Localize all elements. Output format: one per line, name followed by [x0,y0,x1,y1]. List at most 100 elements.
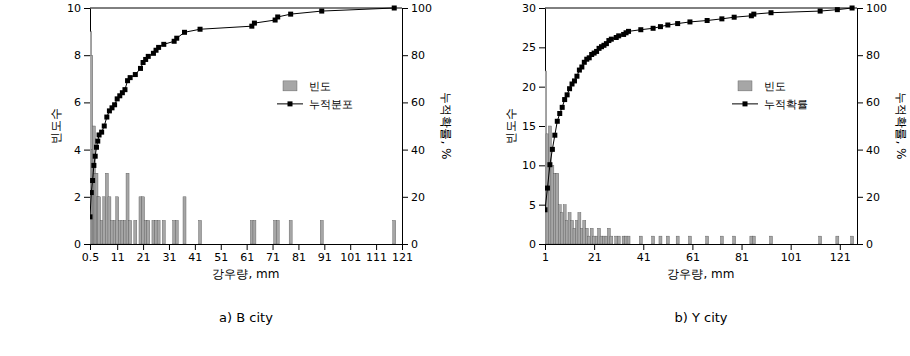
tick-mark [84,197,90,198]
tick: 81 [735,244,749,264]
tick: 15 [522,120,545,133]
tick-mark [594,244,595,250]
marker [93,154,98,159]
marker [112,102,117,107]
marker [560,105,565,110]
bar [752,236,755,244]
axis-line [402,9,403,245]
marker [128,75,133,80]
tick-label: 0 [529,238,536,251]
marker [574,74,579,79]
marker [579,65,584,70]
tick-label: 20 [411,191,425,204]
tick-mark [402,197,408,198]
marker [102,124,107,129]
tick: 121 [392,244,413,264]
tick: 10 [522,159,545,172]
bar [733,236,736,244]
tick-label: 101 [340,251,361,264]
marker [545,207,548,212]
marker [99,130,104,135]
tick-label: 40 [411,144,425,157]
tick-mark [539,87,545,88]
tick-mark [84,102,90,103]
marker [90,214,93,219]
tick-mark [298,244,299,250]
marker [675,21,680,26]
marker [252,21,257,26]
tick-mark [402,8,408,9]
tick-label: 101 [781,251,802,264]
tick: 0 [74,238,90,251]
tick-label: 40 [866,144,880,157]
tick: 0 [857,238,873,251]
tick-label: 60 [866,96,880,109]
bar [320,220,323,244]
axis-line [546,244,858,245]
tick: 101 [781,244,802,264]
tick: 10 [67,2,90,15]
tick-label: 81 [735,251,749,264]
tick-label: 5 [529,199,536,212]
tick-label: 100 [866,2,887,15]
tick: 61 [240,244,254,264]
tick: 41 [188,244,202,264]
tick-mark [221,244,222,250]
tick: 40 [402,144,425,157]
marker [565,92,570,97]
tick: 0 [402,238,418,251]
tick: 5 [529,199,545,212]
tick: 0 [529,238,545,251]
tick-label: 10 [67,2,81,15]
marker [275,14,280,19]
tick-mark [84,55,90,56]
tick-label: 20 [866,191,880,204]
tick: 4 [74,144,90,157]
y2-axis: 020406080100 [402,2,432,251]
tick-mark [857,55,863,56]
tick: 91 [318,244,332,264]
tick: 1 [542,244,549,264]
tick: 61 [686,244,700,264]
tick: 20 [522,81,545,94]
tick-mark [643,244,644,250]
marker [94,145,99,150]
marker [665,22,670,27]
tick: 100 [402,2,432,15]
tick-label: 60 [411,96,425,109]
marker [616,33,621,38]
tick-mark [84,150,90,151]
tick: 80 [857,49,880,62]
marker [133,72,138,77]
x-axis: 121416181101121 [542,244,858,264]
tick-mark [402,55,408,56]
marker [138,66,143,71]
tick-mark [117,244,118,250]
bar [836,236,839,244]
marker [562,97,567,102]
axis-line [91,244,403,245]
marker [288,12,293,17]
tick-mark [539,8,545,9]
plot-frame [90,8,402,9]
bar [652,236,655,244]
bar [706,236,709,244]
bar [175,220,178,244]
tick-label: 81 [292,251,306,264]
tick: 100 [857,2,887,15]
marker [751,12,756,17]
legend-label: 빈도 [764,80,786,93]
bar [851,236,854,244]
legend-marker [288,101,293,106]
caption: b) Y city [674,310,727,325]
y-axis-title: 빈도수 [504,108,518,144]
marker [319,9,324,14]
tick-mark [350,244,351,250]
marker [687,19,692,24]
marker [547,162,552,167]
tick-mark [90,244,91,250]
marker [90,178,95,183]
tick-mark [402,244,408,245]
marker [552,133,557,138]
tick-mark [539,126,545,127]
